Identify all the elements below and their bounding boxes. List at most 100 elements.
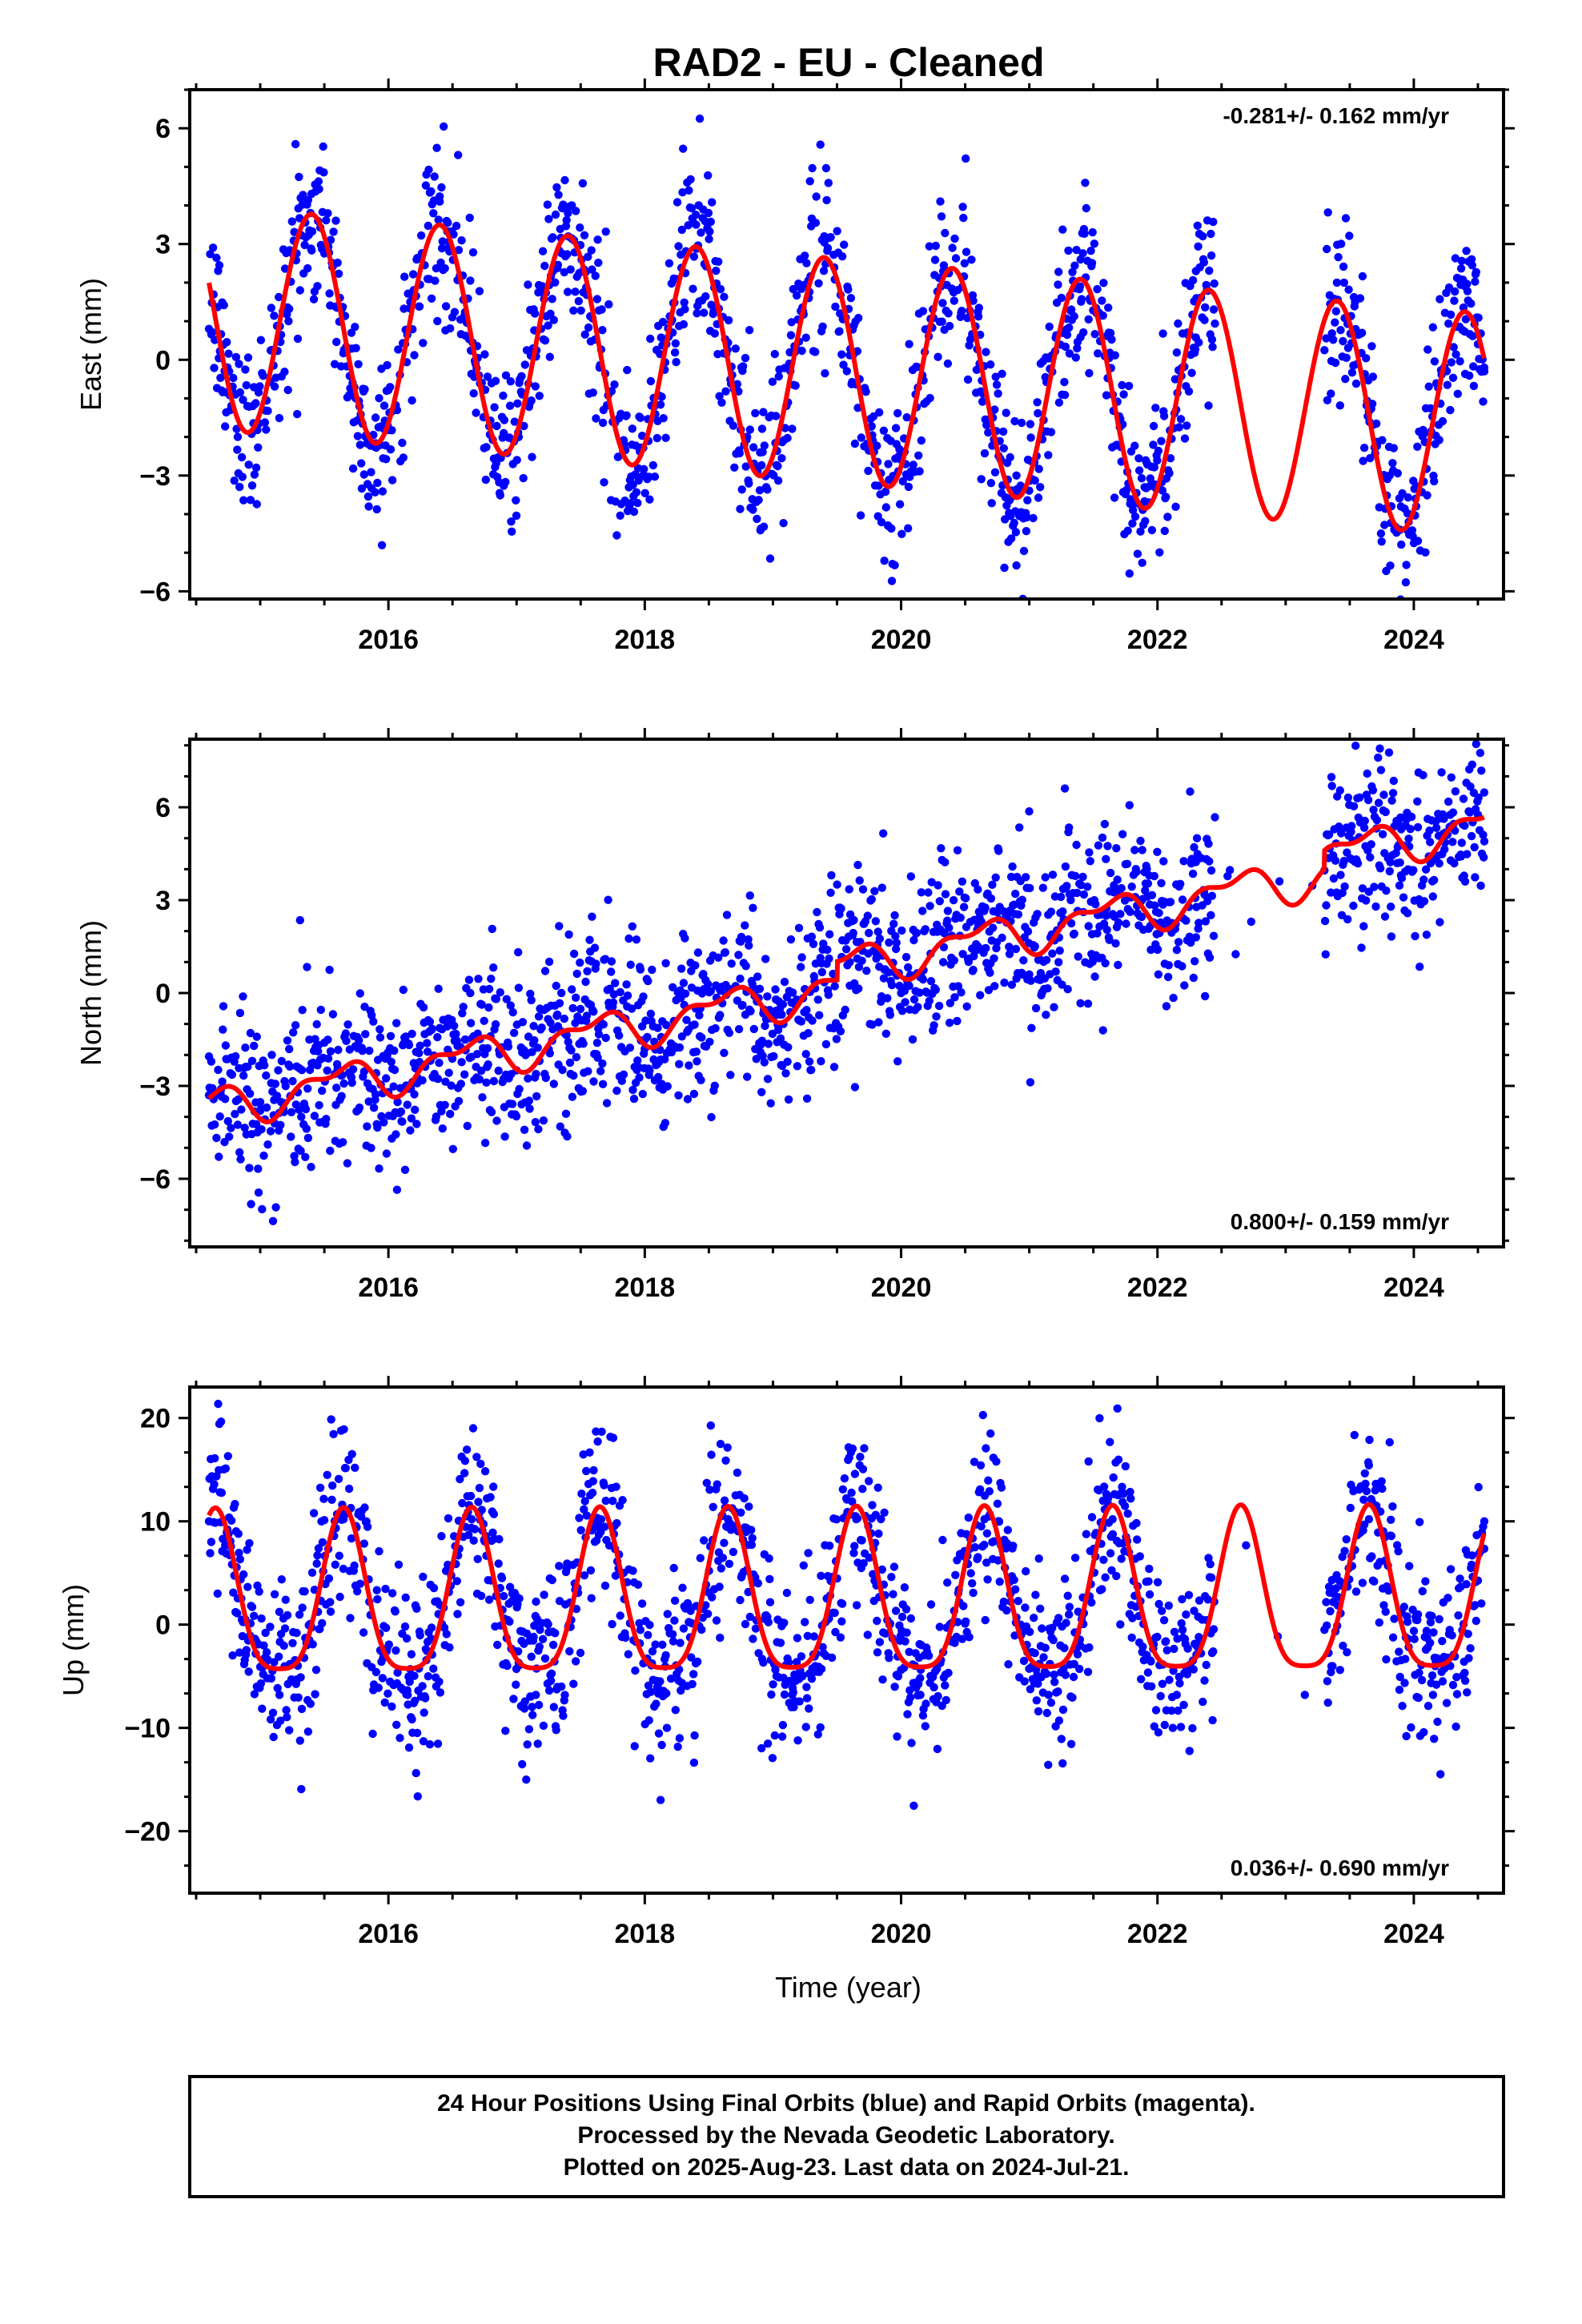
data-point xyxy=(1387,932,1396,941)
data-point xyxy=(744,935,753,944)
data-point xyxy=(307,189,316,199)
data-point xyxy=(239,1570,248,1579)
data-point xyxy=(711,1023,720,1033)
data-point xyxy=(517,372,526,380)
data-point xyxy=(741,1619,750,1629)
data-point xyxy=(1123,1509,1132,1518)
data-point xyxy=(1430,875,1439,885)
data-point xyxy=(628,1085,637,1095)
data-point xyxy=(768,1754,777,1763)
data-point xyxy=(527,995,536,1005)
data-point xyxy=(1426,1618,1435,1627)
data-point xyxy=(401,1032,410,1041)
data-point xyxy=(235,1548,243,1558)
data-point xyxy=(1342,1535,1351,1544)
data-point xyxy=(1098,833,1107,842)
data-point xyxy=(1116,910,1125,919)
data-point xyxy=(921,925,930,934)
data-point xyxy=(1452,350,1460,359)
data-point xyxy=(956,913,965,923)
data-point xyxy=(441,302,451,311)
data-point xyxy=(1118,380,1126,390)
data-point xyxy=(1021,1603,1030,1612)
data-point xyxy=(999,1597,1009,1606)
data-point xyxy=(1153,945,1162,955)
data-point xyxy=(927,878,936,887)
data-point xyxy=(804,1549,813,1558)
data-point xyxy=(937,212,946,221)
data-point xyxy=(854,963,864,971)
data-point xyxy=(588,265,596,274)
data-point xyxy=(514,1647,523,1656)
data-point xyxy=(802,1094,812,1104)
data-point xyxy=(1088,227,1097,237)
data-point xyxy=(1034,408,1042,418)
data-point xyxy=(1167,1706,1176,1715)
data-point xyxy=(219,300,228,310)
data-point xyxy=(243,353,253,362)
data-point xyxy=(336,362,346,371)
data-point xyxy=(587,1594,596,1602)
data-point xyxy=(235,1554,245,1564)
data-point xyxy=(1395,1672,1404,1682)
data-point xyxy=(639,992,648,1001)
data-point xyxy=(809,1632,818,1641)
data-point xyxy=(718,1554,728,1562)
data-point xyxy=(404,1691,412,1699)
data-point xyxy=(663,1610,672,1618)
data-point xyxy=(505,401,515,410)
data-point xyxy=(446,1109,455,1119)
data-point xyxy=(406,1126,415,1135)
data-point xyxy=(547,1669,556,1678)
data-point xyxy=(207,1538,216,1546)
data-point xyxy=(1367,840,1375,849)
data-point xyxy=(706,217,715,227)
data-point xyxy=(1203,1595,1213,1604)
data-point xyxy=(277,1056,286,1066)
data-point xyxy=(930,1683,938,1692)
data-point xyxy=(281,1082,290,1091)
data-point xyxy=(1433,1717,1442,1727)
data-point xyxy=(575,1514,584,1522)
data-point xyxy=(858,885,868,894)
data-point xyxy=(218,1077,227,1086)
data-point xyxy=(1327,773,1336,782)
data-point xyxy=(528,1703,536,1711)
data-point xyxy=(1086,247,1095,255)
data-point xyxy=(623,991,632,1000)
data-point xyxy=(746,1007,755,1016)
data-point xyxy=(506,1001,515,1010)
data-point xyxy=(799,1561,808,1570)
data-point xyxy=(1436,1770,1445,1779)
data-point xyxy=(1076,255,1085,264)
data-point xyxy=(335,1592,344,1602)
data-point xyxy=(1468,261,1477,270)
data-point xyxy=(1071,353,1081,362)
data-point xyxy=(390,1046,399,1055)
data-point xyxy=(307,227,317,236)
data-point xyxy=(626,960,635,969)
data-point xyxy=(1192,834,1202,842)
data-point xyxy=(246,496,255,505)
data-point xyxy=(977,1522,986,1531)
data-point xyxy=(1145,1564,1154,1574)
data-point xyxy=(846,294,856,303)
data-point xyxy=(1046,1699,1056,1707)
data-point xyxy=(367,1144,375,1152)
data-point xyxy=(334,269,343,278)
data-point xyxy=(469,389,478,398)
data-point xyxy=(792,291,801,300)
data-point xyxy=(401,1593,410,1602)
data-point xyxy=(1386,561,1395,570)
data-point xyxy=(1327,329,1336,338)
data-point xyxy=(772,412,781,420)
data-point xyxy=(914,451,923,460)
data-point xyxy=(456,1474,464,1484)
data-point xyxy=(909,460,917,469)
data-point xyxy=(1430,1735,1439,1743)
data-point xyxy=(379,1118,388,1127)
data-point xyxy=(721,387,730,396)
data-point xyxy=(674,242,683,251)
data-point xyxy=(580,231,589,239)
